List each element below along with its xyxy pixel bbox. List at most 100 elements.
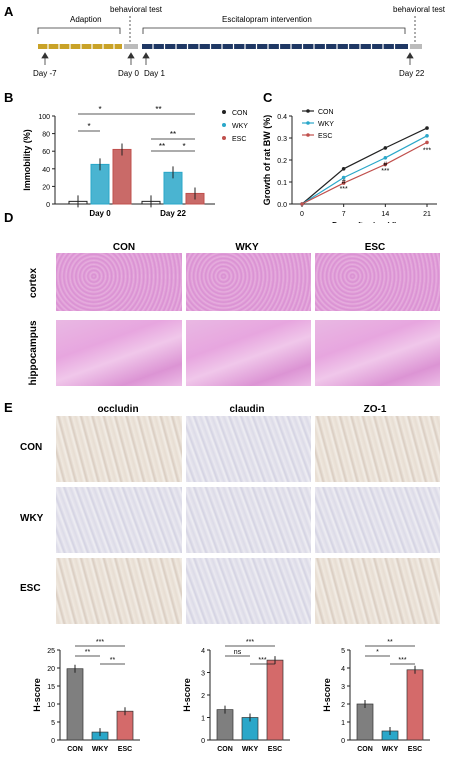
x-tick-label: Day 0 (89, 209, 111, 218)
y-tick-label: 2 (201, 693, 205, 700)
sig-label: *** (258, 657, 266, 664)
behavioral-test-label-1: behavioral test (110, 5, 163, 14)
x-tick-label: Day 22 (160, 209, 186, 218)
adaption-bracket (37, 27, 121, 34)
test-bar-1 (124, 44, 138, 49)
he-panel: D CON WKY ESC cortex hippocampus (0, 208, 465, 393)
annotation: *** (340, 186, 348, 193)
sig-label: ns (234, 649, 242, 656)
intervention-label: Escitalopram intervention (222, 15, 312, 24)
sig-label: ** (170, 130, 176, 139)
legend-marker (222, 123, 226, 127)
x-tick-label: 0 (300, 211, 304, 218)
sig-label: *** (96, 639, 104, 646)
sig-label: * (98, 105, 101, 114)
y-tick-label: 0.3 (277, 136, 287, 143)
x-tick-label: CON (67, 746, 83, 753)
data-point (383, 156, 388, 160)
y-tick-label: 4 (201, 648, 205, 655)
ihc-image-esc-zo1 (315, 558, 440, 624)
y-tick-label: 0 (201, 738, 205, 745)
panel-label-d: D (4, 210, 13, 225)
he-row-cortex: cortex (28, 268, 39, 298)
y-tick-label: 5 (341, 648, 345, 655)
y-tick-label: 0 (341, 738, 345, 745)
adaption-bar (38, 44, 122, 49)
legend-label: WKY (232, 123, 248, 130)
y-tick-label: 0 (51, 738, 55, 745)
x-tick-label: CON (217, 746, 233, 753)
ihc-image-esc-occludin (56, 558, 182, 624)
ihc-row-wky: WKY (20, 513, 44, 524)
day-0-label: Day 0 (118, 69, 139, 78)
x-tick-label: WKY (242, 746, 259, 753)
sig-label: ** (110, 657, 116, 664)
ihc-image-esc-claudin (186, 558, 311, 624)
x-tick-label: ESC (408, 746, 422, 753)
y-tick-label: 4 (341, 666, 345, 673)
x-tick-label: CON (357, 746, 373, 753)
series-line (301, 135, 428, 205)
annotation: # (383, 162, 387, 169)
y-tick-label: 10 (47, 702, 55, 709)
bar (266, 659, 284, 741)
intervention-bracket (142, 27, 406, 34)
data-point (425, 140, 429, 145)
timeline-arrows (41, 52, 414, 65)
legend-label: CON (232, 110, 248, 117)
legend-label: ESC (318, 133, 332, 140)
ihc-image-wky-zo1 (315, 487, 440, 553)
y-tick-label: 60 (42, 149, 50, 156)
y-axis-label: H-score (322, 678, 332, 712)
y-tick-label: 25 (47, 648, 55, 655)
y-tick-label: 0.4 (277, 114, 287, 121)
timeline-bar (38, 44, 422, 49)
data-point (383, 162, 388, 167)
adaption-label: Adaption (70, 15, 102, 24)
legend-label: CON (318, 109, 334, 116)
he-image-con-hippocampus (56, 320, 182, 386)
ihc-col-zo1: ZO-1 (364, 404, 387, 415)
he-labels: D CON WKY ESC cortex hippocampus (4, 210, 385, 386)
legend-label: ESC (232, 136, 246, 143)
annotation: # (342, 179, 346, 186)
ihc-image-con-claudin (186, 416, 311, 482)
he-image-esc-cortex (315, 253, 440, 311)
bar (66, 668, 84, 741)
ihc-image-wky-occludin (56, 487, 182, 553)
ihc-panel: E occludin claudin ZO-1 CON WKY ESC (0, 398, 465, 630)
hscore-claudin-chart: 0 1 2 3 4 H-score CON WKY ESC *** ns *** (182, 639, 290, 753)
sig-label: ** (155, 105, 161, 114)
he-row-hippocampus: hippocampus (28, 320, 39, 385)
legend-marker (306, 133, 310, 137)
y-tick-label: 0.1 (277, 180, 287, 187)
series-line (301, 141, 428, 205)
sig-label: *** (398, 657, 406, 664)
test-bar-2 (410, 44, 422, 49)
y-tick-label: 100 (38, 114, 50, 121)
ihc-labels: E occludin claudin ZO-1 CON WKY ESC (4, 400, 387, 594)
sig-label: ** (85, 649, 91, 656)
panel-label-b: B (4, 90, 13, 105)
body-weight-chart: 0.0 0.1 0.2 0.3 0.4 0 7 14 21 Days after i.g. (d)… (262, 109, 437, 223)
sig-label: * (376, 649, 379, 656)
data-point (341, 175, 346, 180)
legend-marker (306, 109, 310, 113)
legend-marker (222, 136, 226, 140)
annotation: *** (423, 147, 431, 154)
x-tick-label: 21 (423, 211, 431, 218)
behavioral-test-label-2: behavioral test (393, 5, 446, 14)
data-point (383, 146, 388, 150)
data-point (300, 202, 304, 206)
ihc-image-wky-claudin (186, 487, 311, 553)
x-tick-label: ESC (268, 746, 282, 753)
y-axis-label: H-score (182, 678, 192, 712)
y-axis-label: Immobility (%) (22, 129, 32, 191)
y-tick-label: 20 (42, 184, 50, 191)
y-tick-label: 0.2 (277, 158, 287, 165)
y-axis-label: Growth of rat BW (%) (262, 115, 272, 206)
